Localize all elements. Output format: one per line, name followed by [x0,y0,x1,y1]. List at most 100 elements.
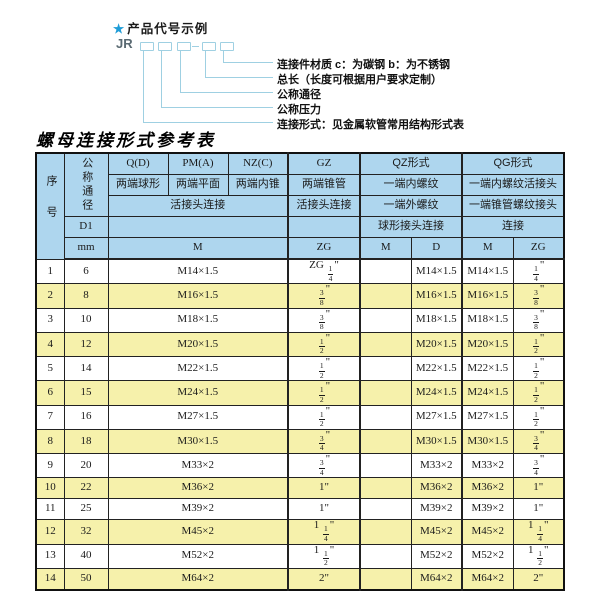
cell-qg-m: M30×1.5 [461,428,514,455]
connector-line-pressure [161,50,273,108]
cell-qg-m: M64×2 [461,567,514,591]
cell-seq: 13 [35,543,65,569]
cell-qz-m [359,452,412,479]
header-dn: 公称通径 [63,152,109,217]
connector-line-material [223,50,273,63]
cell-qg-zg: 1 2 " [512,331,565,358]
cell-qz-d: M39×2 [410,498,463,521]
header-qg-line1: 一端内螺纹活接头 [461,174,565,196]
cell-gz: 1 1 2 " [287,543,361,569]
connector-line-length [205,50,273,78]
header-empty-gz [287,216,361,238]
code-box-4 [202,42,216,51]
cell-seq: 4 [35,331,65,358]
cell-seq: 9 [35,452,65,479]
header-unit-m: M [107,237,289,260]
cell-m: M39×2 [107,498,289,521]
header-unit-qz-d: D [410,237,463,260]
cell-qg-zg: 1 2 " [512,355,565,382]
header-col-pm: PM(A) [167,152,229,175]
cell-qg-zg: 3 4 " [512,428,565,455]
cell-qg-m: M52×2 [461,543,514,569]
code-prefix: JR [116,36,133,51]
cell-qg-m: M16×1.5 [461,283,514,309]
table-header: 序号 公称通径 Q(D) PM(A) NZ(C) GZ QZ形式 QG形式 两端… [35,152,565,260]
header-unit-qg-zg: ZG [512,237,565,260]
table-row: 8 18 M30×1.5 3 4 " M30×1.5 M30×1.5 3 4 " [35,428,565,455]
table-row: 13 40 M52×2 1 1 2 " M52×2 M52×2 1 1 2 " [35,543,565,569]
cell-qg-zg: 1 2 " [512,404,565,430]
cell-qg-m: M22×1.5 [461,355,514,382]
cell-m: M22×1.5 [107,355,289,382]
header-unit-qg-m: M [461,237,514,260]
cell-seq: 11 [35,498,65,521]
cell-qz-d: M45×2 [410,519,463,545]
header-qg-line2: 一端锥管螺纹接头 [461,195,565,217]
cell-dn: 8 [63,283,109,309]
cell-qz-d: M20×1.5 [410,331,463,358]
cell-gz: 1 1 4 " [287,519,361,545]
code-box-3 [177,42,191,51]
header-qz-line1: 一端内螺纹 [359,174,463,196]
cell-dn: 18 [63,428,109,455]
cell-qz-d: M14×1.5 [410,258,463,285]
cell-m: M45×2 [107,519,289,545]
header-col-nz: NZ(C) [227,152,289,175]
cell-qz-m [359,331,412,358]
header-qz-line2: 一端外螺纹 [359,195,463,217]
table-title: 螺母连接形式参考表 [36,131,216,150]
header-qz-line3: 球形接头连接 [359,216,463,238]
cell-qz-d: M30×1.5 [410,428,463,455]
cell-m: M14×1.5 [107,258,289,285]
header-gz-desc: 两端锥管 [287,174,361,196]
cell-qg-zg: 3 8 " [512,283,565,309]
star-icon: ★ [113,22,126,36]
header-empty-left [107,216,289,238]
cell-dn: 12 [63,331,109,358]
cell-seq: 10 [35,477,65,500]
cell-qg-m: M45×2 [461,519,514,545]
header-unit-zg: ZG [287,237,361,260]
cell-qz-d: M52×2 [410,543,463,569]
cell-gz: 1 2 " [287,404,361,430]
code-box-5 [220,42,234,51]
cell-seq: 12 [35,519,65,545]
cell-qg-zg: 1 1 4 " [512,519,565,545]
cell-qg-m: M33×2 [461,452,514,479]
cell-m: M36×2 [107,477,289,500]
cell-dn: 22 [63,477,109,500]
cell-dn: 50 [63,567,109,591]
cell-dn: 15 [63,380,109,406]
cell-qz-m [359,477,412,500]
header-union-span: 活接头连接 [107,195,289,217]
cell-gz: 2" [287,567,361,591]
header-nz-desc: 两端内锥 [227,174,289,196]
cell-qg-m: M24×1.5 [461,380,514,406]
cell-qz-m [359,380,412,406]
cell-qz-d: M64×2 [410,567,463,591]
connector-line-diameter [180,50,273,93]
cell-qg-zg: 1 4 " [512,258,565,285]
cell-m: M30×1.5 [107,428,289,455]
cell-m: M16×1.5 [107,283,289,309]
code-dash [192,46,199,47]
cell-qz-d: M27×1.5 [410,404,463,430]
cell-qz-m [359,428,412,455]
cell-qg-m: M20×1.5 [461,331,514,358]
label-diameter: 公称通径 [277,89,321,101]
connector-line-connection [143,50,273,123]
header-gz-desc2: 活接头连接 [287,195,361,217]
table-row: 3 10 M18×1.5 3 8 " M18×1.5 M18×1.5 3 8 " [35,307,565,333]
table-row: 11 25 M39×2 1" M39×2 M39×2 1" [35,498,565,521]
table-row: 9 20 M33×2 3 4 " M33×2 M33×2 3 4 " [35,452,565,479]
header-mm: mm [63,237,109,260]
cell-qz-m [359,258,412,285]
table-row: 6 15 M24×1.5 1 2 " M24×1.5 M24×1.5 1 2 " [35,380,565,406]
cell-m: M33×2 [107,452,289,479]
header-q-desc: 两端球形 [107,174,169,196]
table-row: 12 32 M45×2 1 1 4 " M45×2 M45×2 1 1 4 " [35,519,565,545]
cell-gz: 1" [287,498,361,521]
cell-gz: 3 4 " [287,428,361,455]
cell-seq: 3 [35,307,65,333]
cell-seq: 14 [35,567,65,591]
